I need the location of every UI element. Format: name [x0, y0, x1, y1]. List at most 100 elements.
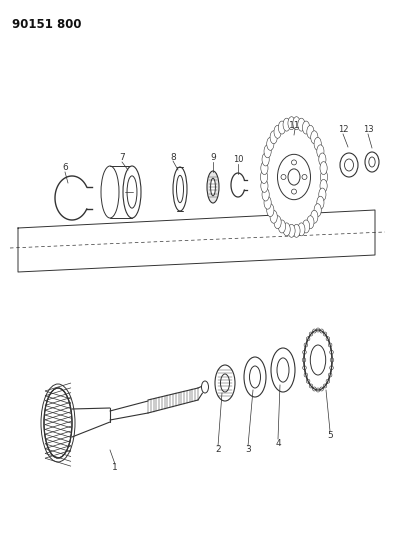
Ellipse shape — [173, 167, 187, 211]
Ellipse shape — [330, 350, 333, 354]
Ellipse shape — [317, 145, 324, 158]
Ellipse shape — [309, 384, 313, 388]
Ellipse shape — [365, 152, 379, 172]
Ellipse shape — [283, 223, 290, 236]
Ellipse shape — [271, 348, 295, 392]
Ellipse shape — [369, 157, 375, 167]
Ellipse shape — [298, 223, 305, 236]
Ellipse shape — [262, 188, 269, 201]
Ellipse shape — [278, 220, 286, 233]
Ellipse shape — [323, 332, 327, 336]
Ellipse shape — [323, 384, 327, 388]
Ellipse shape — [306, 337, 310, 341]
Ellipse shape — [317, 196, 324, 209]
Ellipse shape — [302, 358, 306, 362]
Text: 2: 2 — [215, 446, 221, 455]
Text: 11: 11 — [289, 120, 301, 130]
Ellipse shape — [270, 131, 277, 144]
Ellipse shape — [277, 358, 289, 382]
Ellipse shape — [274, 216, 281, 229]
Ellipse shape — [123, 166, 141, 218]
Text: 9: 9 — [210, 154, 216, 163]
Ellipse shape — [304, 373, 308, 377]
Ellipse shape — [288, 117, 295, 130]
Ellipse shape — [288, 224, 295, 237]
Ellipse shape — [310, 345, 326, 375]
Text: 4: 4 — [275, 439, 281, 448]
Ellipse shape — [277, 155, 310, 200]
Ellipse shape — [215, 365, 235, 401]
Ellipse shape — [298, 118, 305, 131]
Ellipse shape — [211, 178, 216, 196]
Ellipse shape — [304, 343, 308, 347]
Ellipse shape — [221, 374, 229, 392]
Text: 8: 8 — [170, 154, 176, 163]
Ellipse shape — [127, 176, 137, 208]
Text: 1: 1 — [112, 464, 118, 472]
Text: 90151 800: 90151 800 — [12, 18, 82, 31]
Ellipse shape — [307, 216, 314, 229]
Ellipse shape — [320, 171, 327, 183]
Ellipse shape — [264, 123, 324, 231]
Ellipse shape — [326, 379, 330, 383]
Text: 13: 13 — [363, 125, 373, 134]
Ellipse shape — [304, 330, 332, 390]
Ellipse shape — [311, 131, 318, 144]
Ellipse shape — [314, 138, 321, 150]
Ellipse shape — [267, 138, 274, 150]
Text: 3: 3 — [245, 446, 251, 455]
Ellipse shape — [278, 121, 286, 134]
Ellipse shape — [270, 210, 277, 223]
Ellipse shape — [319, 153, 326, 166]
Ellipse shape — [207, 171, 219, 203]
Ellipse shape — [303, 366, 306, 370]
Ellipse shape — [307, 125, 314, 138]
Ellipse shape — [311, 210, 318, 223]
Ellipse shape — [44, 388, 72, 458]
Ellipse shape — [303, 350, 306, 354]
Ellipse shape — [244, 357, 266, 397]
Ellipse shape — [316, 388, 320, 392]
Ellipse shape — [261, 161, 268, 175]
Ellipse shape — [326, 337, 330, 341]
Ellipse shape — [330, 358, 334, 362]
Ellipse shape — [309, 332, 313, 336]
Ellipse shape — [306, 379, 310, 383]
Ellipse shape — [288, 169, 300, 185]
Ellipse shape — [320, 180, 327, 192]
Ellipse shape — [320, 387, 323, 391]
Ellipse shape — [249, 366, 260, 388]
Ellipse shape — [101, 166, 119, 218]
Ellipse shape — [328, 373, 332, 377]
Ellipse shape — [177, 175, 184, 203]
Ellipse shape — [320, 329, 323, 333]
Ellipse shape — [319, 188, 326, 201]
Ellipse shape — [292, 160, 297, 165]
Text: 6: 6 — [62, 164, 68, 173]
Ellipse shape — [303, 121, 310, 134]
Ellipse shape — [302, 174, 307, 180]
Ellipse shape — [260, 171, 268, 183]
Ellipse shape — [267, 204, 274, 216]
Text: 10: 10 — [233, 156, 243, 165]
Ellipse shape — [344, 159, 353, 171]
Ellipse shape — [340, 153, 358, 177]
Ellipse shape — [328, 343, 332, 347]
Ellipse shape — [312, 329, 316, 333]
Text: 12: 12 — [338, 125, 348, 134]
Ellipse shape — [281, 174, 286, 180]
Text: 5: 5 — [327, 431, 333, 440]
Ellipse shape — [314, 204, 321, 216]
Text: 7: 7 — [119, 154, 125, 163]
Ellipse shape — [303, 220, 310, 233]
Ellipse shape — [274, 125, 281, 138]
Ellipse shape — [316, 328, 320, 332]
Ellipse shape — [262, 153, 269, 166]
Ellipse shape — [320, 161, 327, 175]
Ellipse shape — [261, 180, 268, 192]
Ellipse shape — [264, 145, 271, 158]
Ellipse shape — [264, 196, 271, 209]
Ellipse shape — [201, 381, 208, 393]
Ellipse shape — [292, 189, 297, 194]
Ellipse shape — [283, 118, 290, 131]
